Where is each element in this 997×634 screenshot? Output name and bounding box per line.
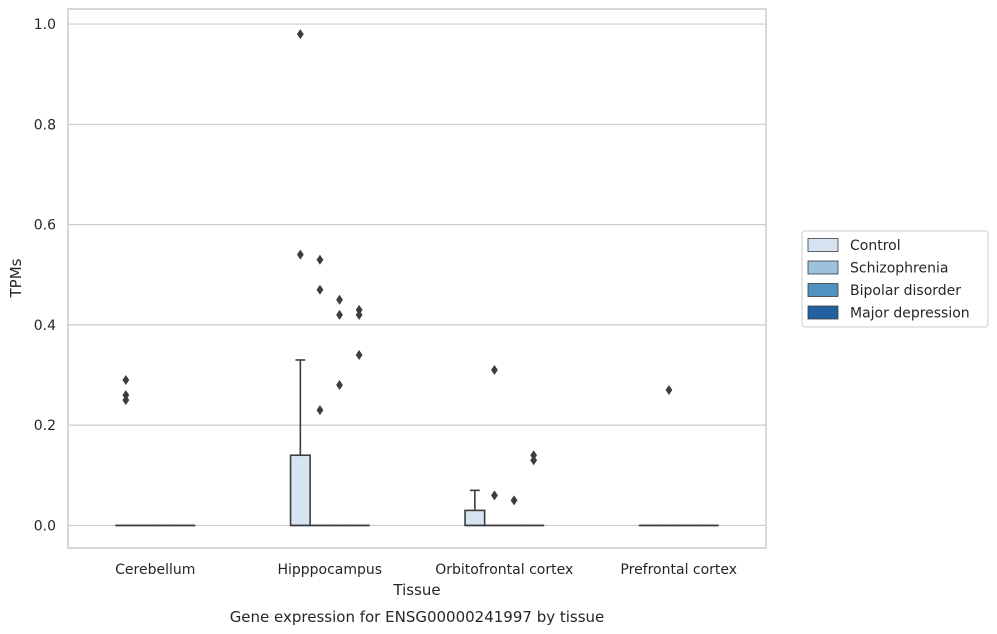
x-axis-label: Tissue: [392, 581, 440, 599]
y-tick-label: 0.8: [34, 117, 56, 133]
y-tick-labels: 0.0 0.2 0.4 0.6 0.8 1.0: [34, 17, 56, 534]
y-axis-label: TPMs: [7, 258, 25, 298]
outlier-point: [665, 385, 673, 396]
outlier-point: [510, 495, 518, 506]
box-plot-boxes: [115, 359, 719, 527]
y-tick-label: 1.0: [34, 17, 56, 33]
outlier-point: [336, 294, 343, 305]
outlier-point: [296, 249, 304, 260]
box-body: [289, 454, 311, 527]
legend-label: Control: [850, 238, 901, 254]
outlier-point: [122, 390, 130, 401]
legend-swatch: [807, 283, 839, 297]
plot-area-frame: [67, 8, 767, 549]
legend-swatch: [807, 305, 839, 320]
outlier-point: [316, 405, 324, 416]
x-tick-label: Cerebellum: [115, 562, 195, 578]
x-tick-labels: Cerebellum Hipppocampus Orbitofrontal cort…: [115, 562, 737, 578]
outlier-point: [316, 254, 324, 265]
outlier-point: [491, 365, 498, 376]
outlier-point: [336, 309, 343, 320]
legend-label: Schizophrenia: [850, 261, 948, 277]
grid-lines: [68, 23, 766, 527]
x-tick-label: Orbitofrontal cortex: [435, 562, 573, 578]
y-tick-label: 0.2: [34, 418, 56, 434]
chart-title: Gene expression for ENSG00000241997 by t…: [230, 608, 605, 626]
legend-swatch: [807, 260, 839, 275]
legend-label: Major depression: [850, 306, 970, 322]
y-tick-label: 0.6: [34, 218, 56, 234]
x-tick-label: Prefrontal cortex: [620, 562, 737, 578]
outlier-point: [530, 455, 538, 466]
outlier-point: [296, 29, 304, 40]
box-body: [464, 509, 486, 527]
outlier-points: [122, 29, 673, 506]
y-tick-label: 0.0: [34, 518, 56, 534]
outlier-point: [355, 304, 363, 315]
outlier-point: [316, 284, 324, 295]
outlier-point: [336, 380, 343, 391]
legend-swatch: [807, 238, 839, 252]
legend: Control Schizophrenia Bipolar disorder Majo…: [801, 230, 989, 328]
outlier-point: [122, 395, 130, 406]
legend-label: Bipolar disorder: [850, 283, 961, 299]
outlier-point: [530, 450, 538, 461]
outlier-point: [355, 349, 363, 360]
outlier-point: [355, 309, 363, 320]
outlier-point: [122, 375, 130, 386]
x-tick-label: Hipppocampus: [277, 562, 382, 578]
outlier-point: [491, 490, 498, 501]
y-tick-label: 0.4: [34, 318, 56, 334]
legend-frame: [801, 230, 989, 328]
